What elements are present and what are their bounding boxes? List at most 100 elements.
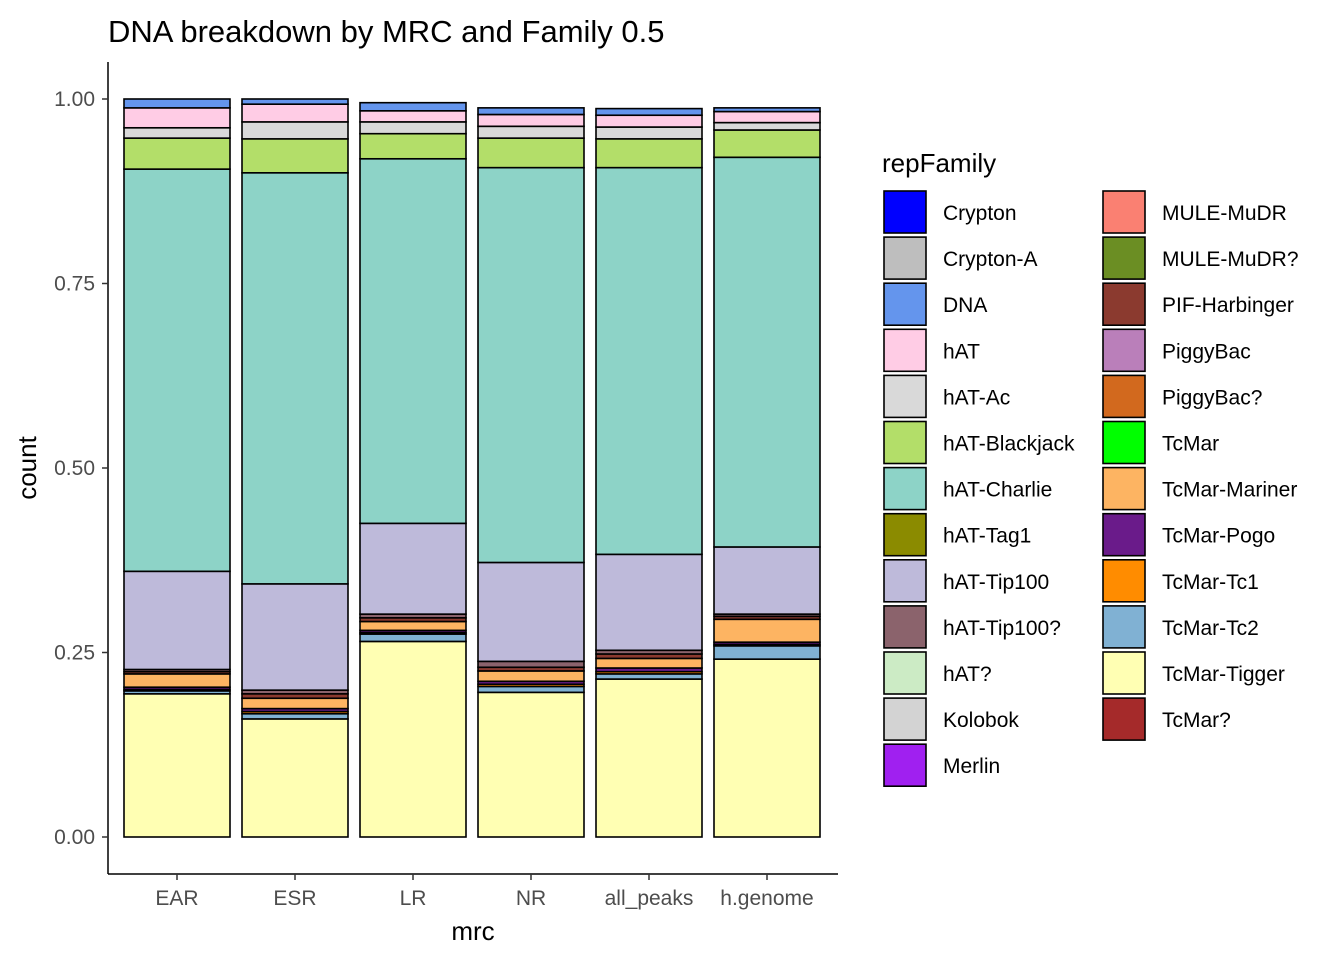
legend-item: PiggyBac <box>1102 328 1251 373</box>
bar-segment-NR-hAT-Tip100 <box>477 561 585 663</box>
legend-key <box>883 558 927 603</box>
legend-label: hAT? <box>943 663 992 686</box>
legend-key <box>883 236 927 280</box>
x-tick-label: all_peaks <box>605 887 694 910</box>
bar-segment-EAR-hAT-Tip100 <box>123 570 231 671</box>
bar-segment-h.genome-hAT-Charlie <box>713 156 821 548</box>
chart-title: DNA breakdown by MRC and Family 0.5 <box>108 14 665 49</box>
legend-label: hAT-Charlie <box>943 479 1052 502</box>
legend-label: MULE-MuDR <box>1162 202 1287 225</box>
legend-item: hAT-Tip100? <box>883 605 1061 649</box>
bar-segment-h.genome-TcMar-Mariner <box>713 618 821 643</box>
legend-item: PiggyBac? <box>1102 374 1262 419</box>
bar-segment-NR-hAT-Ac <box>477 125 585 139</box>
bar-segment-LR-hAT-Tip100 <box>359 522 467 615</box>
bar-segment-ESR-TcMar-Tigger <box>241 718 349 838</box>
legend-label: TcMar-Pogo <box>1162 525 1275 548</box>
legend-item: DNA <box>883 282 987 327</box>
bar-segment-LR-DNA <box>359 101 467 112</box>
y-tick-label: 0.25 <box>54 642 95 665</box>
bar-segment-h.genome-TcMar-Tc2 <box>713 645 821 660</box>
legend-label: Merlin <box>943 755 1000 778</box>
legend-key <box>1102 605 1146 649</box>
bar-segment-LR-TcMar-Tc2 <box>359 633 467 643</box>
x-tick-label: EAR <box>155 887 198 910</box>
legend-item: Merlin <box>883 743 1000 788</box>
bar-segment-NR-hAT-Charlie <box>477 166 585 564</box>
legend-label: DNA <box>943 294 987 317</box>
legend-item: Kolobok <box>883 697 1019 741</box>
legend-label: hAT-Tip100? <box>943 617 1061 640</box>
legend-key <box>883 190 927 234</box>
legend-item: Crypton-A <box>883 236 1038 280</box>
legend-label: hAT-Tip100 <box>943 571 1049 594</box>
legend-label: Kolobok <box>943 709 1019 732</box>
bar-segment-all_peaks-TcMar-Tigger <box>595 678 703 838</box>
legend-key <box>883 466 927 511</box>
legend-label: hAT-Blackjack <box>943 433 1075 456</box>
bar-segment-NR-DNA <box>477 107 585 116</box>
legend-label: PIF-Harbinger <box>1162 294 1294 317</box>
legend-label: hAT-Ac <box>943 386 1010 409</box>
legend-item: hAT-Charlie <box>883 466 1052 511</box>
legend-key <box>1102 374 1146 419</box>
legend-item: TcMar <box>1102 420 1219 465</box>
legend-key <box>883 420 927 465</box>
legend-label: TcMar-Tc2 <box>1162 617 1259 640</box>
bar-segment-ESR-hAT-Blackjack <box>241 138 349 174</box>
legend-label: hAT-Tag1 <box>943 525 1031 548</box>
legend-key <box>1102 190 1146 234</box>
legend-key <box>883 697 927 741</box>
legend-key <box>1102 420 1146 465</box>
legend-label: TcMar-Tc1 <box>1162 571 1259 594</box>
legend-item: hAT? <box>883 651 992 695</box>
bar-segment-LR-TcMar-Mariner <box>359 620 467 632</box>
bar-segment-h.genome-hAT-Tip100 <box>713 546 821 615</box>
y-tick-label: 0.75 <box>54 273 95 296</box>
bar-segment-EAR-hAT-Charlie <box>123 168 231 573</box>
legend-key <box>1102 466 1146 511</box>
legend-key <box>883 743 927 788</box>
bar-segment-all_peaks-DNA <box>595 107 703 117</box>
legend-key <box>883 512 927 557</box>
legend-item: hAT-Tip100 <box>883 558 1049 603</box>
y-tick-label: 1.00 <box>54 88 95 111</box>
bar-segment-ESR-hAT-Ac <box>241 121 349 140</box>
legend-item: hAT-Tag1 <box>883 512 1031 557</box>
bar-segment-h.genome-hAT <box>713 110 821 124</box>
legend-group: Crypton Crypton-A DNA hAT hAT-Ac hAT-Blackjac… <box>883 190 1299 788</box>
bar-segment-ESR-hAT <box>241 103 349 123</box>
bar-segment-h.genome-DNA <box>713 107 821 113</box>
bar-segment-all_peaks-hAT <box>595 114 703 128</box>
y-tick-label: 0.00 <box>54 826 95 849</box>
bar-segment-all_peaks-hAT-Tip100 <box>595 553 703 652</box>
legend-item: hAT-Blackjack <box>883 420 1075 465</box>
x-tick-label: LR <box>400 887 427 910</box>
x-tick-label: NR <box>516 887 546 910</box>
legend-key <box>1102 512 1146 557</box>
bar-segment-NR-hAT-Blackjack <box>477 137 585 169</box>
bar-segment-NR-TcMar-Tigger <box>477 691 585 838</box>
bar-segment-h.genome-TcMar-Tigger <box>713 658 821 838</box>
x-axis-title: mrc <box>451 916 494 946</box>
y-axis-title: count <box>12 435 42 499</box>
bar-segment-NR-hAT-Tip100? <box>477 660 585 669</box>
legend-item: TcMar-Pogo <box>1102 512 1275 557</box>
legend-label: TcMar-Mariner <box>1162 479 1297 502</box>
legend-key <box>883 328 927 373</box>
legend-item: hAT <box>883 328 980 373</box>
bar-segment-ESR-hAT-Tip100 <box>241 583 349 691</box>
legend-label: PiggyBac <box>1162 340 1251 363</box>
bar-segment-h.genome-hAT-Blackjack <box>713 129 821 159</box>
legend-label: TcMar <box>1162 433 1219 456</box>
legend-key <box>1102 697 1146 741</box>
legend-item: TcMar-Mariner <box>1102 466 1297 511</box>
bar-segment-NR-TcMar-Mariner <box>477 670 585 683</box>
bar-segment-NR-TcMar-Tc2 <box>477 685 585 694</box>
bar-segment-all_peaks-TcMar-Mariner <box>595 657 703 669</box>
legend-item: hAT-Ac <box>883 374 1010 419</box>
legend-item: TcMar-Tc1 <box>1102 558 1259 603</box>
bar-segment-EAR-hAT-Blackjack <box>123 137 231 170</box>
legend-key <box>1102 328 1146 373</box>
bar-segment-all_peaks-hAT-Charlie <box>595 166 703 556</box>
